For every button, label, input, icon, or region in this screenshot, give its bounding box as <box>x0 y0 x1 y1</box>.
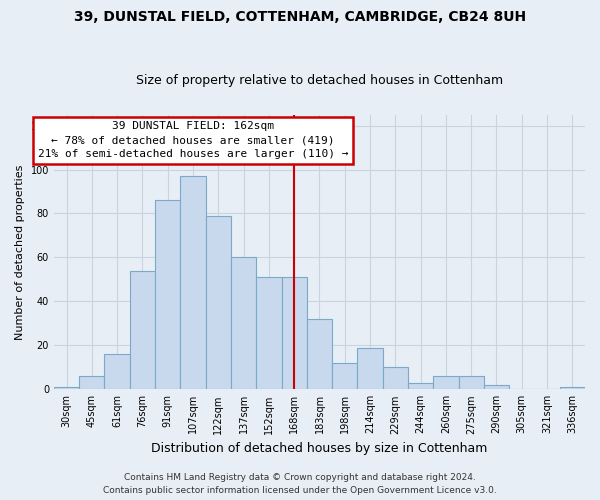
Bar <box>181 176 206 390</box>
Bar <box>206 216 231 390</box>
Bar <box>256 277 281 390</box>
Y-axis label: Number of detached properties: Number of detached properties <box>15 164 25 340</box>
Bar <box>155 200 181 390</box>
Bar <box>130 270 155 390</box>
Bar <box>484 385 509 390</box>
Bar <box>79 376 104 390</box>
Text: Contains HM Land Registry data © Crown copyright and database right 2024.
Contai: Contains HM Land Registry data © Crown c… <box>103 474 497 495</box>
Bar <box>281 277 307 390</box>
Bar <box>358 348 383 390</box>
Text: 39 DUNSTAL FIELD: 162sqm
← 78% of detached houses are smaller (419)
21% of semi-: 39 DUNSTAL FIELD: 162sqm ← 78% of detach… <box>38 121 348 159</box>
Bar <box>332 363 358 390</box>
Bar <box>433 376 458 390</box>
Bar <box>54 387 79 390</box>
Bar <box>231 258 256 390</box>
Text: 39, DUNSTAL FIELD, COTTENHAM, CAMBRIDGE, CB24 8UH: 39, DUNSTAL FIELD, COTTENHAM, CAMBRIDGE,… <box>74 10 526 24</box>
Bar <box>383 368 408 390</box>
Title: Size of property relative to detached houses in Cottenham: Size of property relative to detached ho… <box>136 74 503 87</box>
Bar <box>560 387 585 390</box>
Bar <box>104 354 130 390</box>
Bar <box>458 376 484 390</box>
Bar <box>408 382 433 390</box>
X-axis label: Distribution of detached houses by size in Cottenham: Distribution of detached houses by size … <box>151 442 488 455</box>
Bar <box>307 319 332 390</box>
